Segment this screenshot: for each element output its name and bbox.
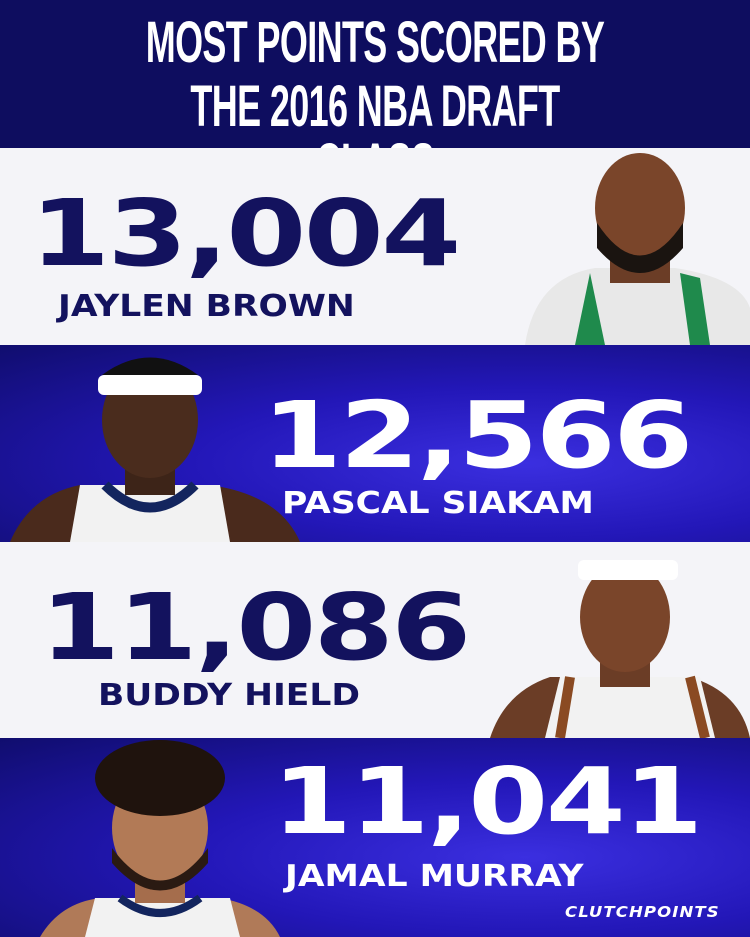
player-photo [525, 153, 750, 345]
player-photo [490, 560, 750, 738]
player-name: JAMAL MURRAY [285, 859, 584, 894]
points: 12,566 [262, 382, 693, 489]
points: 13,004 [30, 180, 461, 287]
player-row-1: 13,004 JAYLEN BROWN [0, 148, 750, 345]
player-row-3: 11,086 BUDDY HIELD [0, 542, 750, 738]
player-photo [40, 740, 280, 937]
clutchpoints-logo: CLUTCHPOINTS [565, 903, 720, 921]
player-row-2: 12,566 PASCAL SIAKAM [0, 345, 750, 542]
points: 11,086 [40, 574, 471, 681]
title-line-1: MOST POINTS SCORED BY [145, 10, 605, 75]
player-name: BUDDY HIELD [98, 678, 360, 713]
player-row-4: 11,041 JAMAL MURRAY [0, 738, 750, 937]
player-name: PASCAL SIAKAM [282, 486, 594, 521]
player-name: JAYLEN BROWN [58, 289, 355, 324]
player-photo [10, 357, 300, 542]
header: MOST POINTS SCORED BY THE 2016 NBA DRAFT… [0, 0, 750, 194]
points: 11,041 [272, 748, 703, 855]
